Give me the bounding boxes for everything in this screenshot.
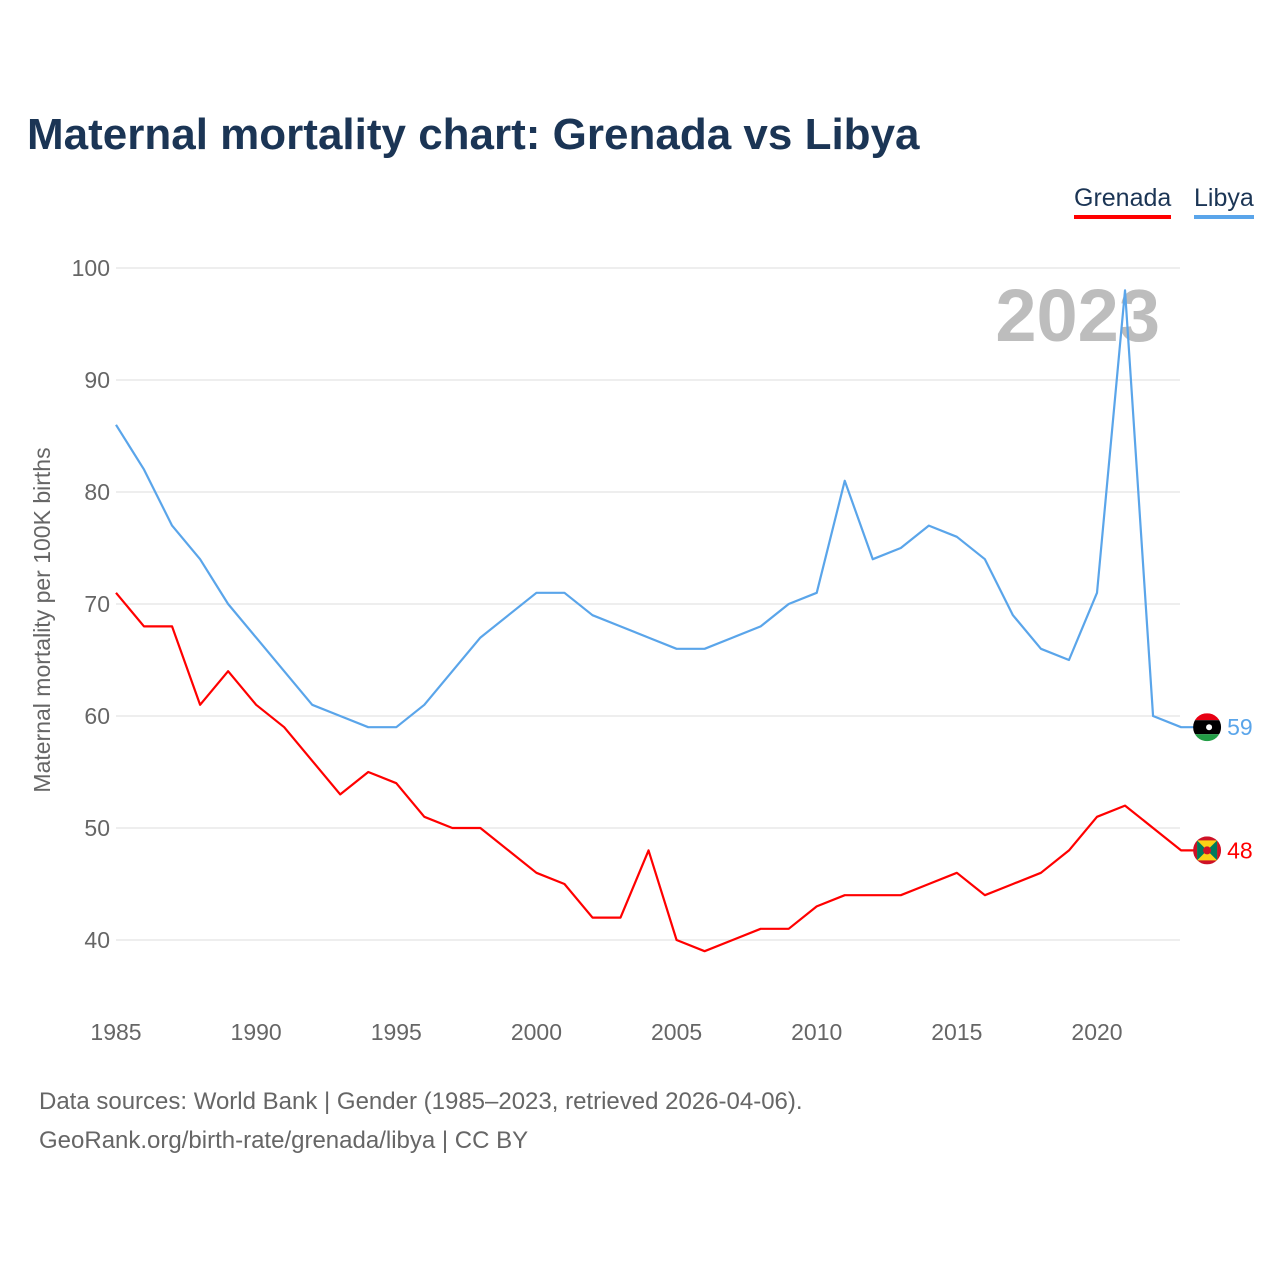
y-tick-label: 50 [84,815,110,841]
y-tick-label: 60 [84,703,110,729]
end-label-grenada: 48 [1227,837,1253,863]
end-label-libya: 59 [1227,714,1253,740]
flag-icon-libya [1193,713,1222,742]
year-watermark: 2023 [995,274,1160,357]
x-tick-label: 2015 [931,1019,982,1045]
flag-tri [1207,840,1218,861]
y-tick-label: 100 [72,255,110,281]
x-tick-label: 1990 [231,1019,282,1045]
flag-disc [1203,846,1212,855]
flag-crescent [1206,724,1213,731]
credit-link[interactable]: GeoRank.org/birth-rate/grenada/libya | C… [39,1127,529,1154]
legend-grenada[interactable]: Grenada [1074,184,1172,219]
data-sources: Data sources: World Bank | Gender (1985–… [39,1088,803,1115]
y-tick-label: 40 [84,927,110,953]
x-tick-label: 1995 [371,1019,422,1045]
y-axis-label: Maternal mortality per 100K births [29,447,55,792]
x-tick-label: 2020 [1071,1019,1122,1045]
legend-libya[interactable]: Libya [1194,184,1254,219]
x-tick-label: 2010 [791,1019,842,1045]
x-tick-label: 2005 [651,1019,702,1045]
flag-stripe [1193,713,1222,721]
flag-tri [1197,840,1208,861]
x-tick-label: 1985 [90,1019,141,1045]
y-tick-label: 70 [84,591,110,617]
flag-icon-grenada [1193,836,1222,865]
y-tick-label: 90 [84,367,110,393]
flag-stripe [1193,734,1222,742]
chart-title: Maternal mortality chart: Grenada vs Lib… [27,110,920,159]
y-tick-label: 80 [84,479,110,505]
series-line-libya [115,289,1208,729]
series-line-grenada [115,592,1208,953]
x-tick-label: 2000 [511,1019,562,1045]
